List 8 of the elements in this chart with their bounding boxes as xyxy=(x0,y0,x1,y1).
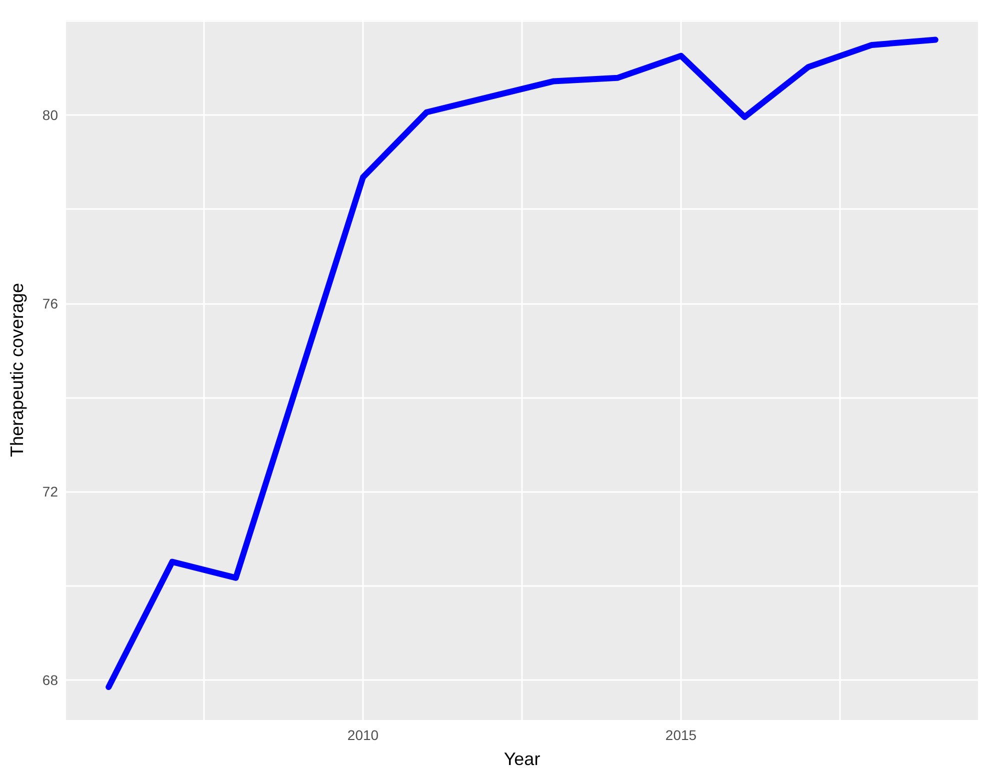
y-axis-title: Therapeutic coverage xyxy=(7,282,27,458)
y-tick-label: 80 xyxy=(42,107,58,124)
y-tick-label: 76 xyxy=(42,295,58,312)
x-tick-label: 2010 xyxy=(347,727,379,743)
y-tick-label: 68 xyxy=(42,672,58,688)
x-axis-title: Year xyxy=(504,749,540,769)
y-tick-label: 72 xyxy=(42,484,58,500)
x-tick-label: 2015 xyxy=(665,727,697,743)
